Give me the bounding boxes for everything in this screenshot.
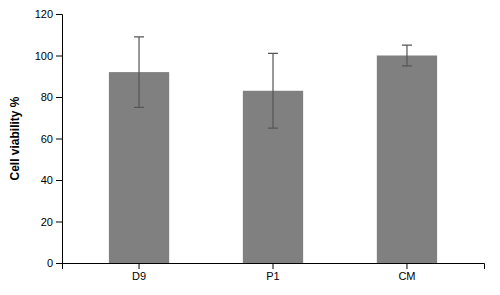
tick-label: 80: [41, 91, 53, 103]
tick-label: 60: [41, 133, 53, 145]
y-tick: 20: [41, 216, 62, 228]
y-tick: 60: [41, 133, 62, 145]
bar: [377, 56, 437, 264]
y-axis: 0 20 40 60 80 100 120: [35, 8, 63, 269]
y-tick: 120: [35, 8, 62, 20]
tick-label: 100: [35, 50, 53, 62]
tick-label: CM: [398, 270, 415, 282]
error-bar: [134, 37, 144, 108]
tick-mark: [139, 263, 140, 269]
y-tick: 80: [41, 91, 62, 103]
tick-mark: [56, 14, 62, 15]
tick-mark: [406, 263, 407, 269]
plot: 0 20 40 60 80 100 120 D9 P1 CM: [35, 8, 485, 282]
tick-label: 0: [47, 257, 53, 269]
tick-mark: [56, 222, 62, 223]
error-bar: [402, 45, 412, 66]
axis-line: [63, 264, 485, 270]
x-axis: D9 P1 CM: [63, 263, 485, 282]
marks: [109, 37, 437, 263]
axis-line: [56, 15, 63, 264]
x-tick: CM: [398, 263, 415, 282]
x-tick: P1: [266, 263, 279, 282]
tick-mark: [56, 180, 62, 181]
tick-mark: [56, 97, 62, 98]
tick-label: P1: [266, 270, 279, 282]
tick-label: 20: [41, 216, 53, 228]
error-bar: [268, 53, 278, 128]
y-axis-title: Cell viability %: [8, 96, 22, 180]
tick-label: 120: [35, 8, 53, 20]
x-tick: D9: [132, 263, 146, 282]
tick-label: 40: [41, 174, 53, 186]
tick-mark: [56, 56, 62, 57]
chart: 0 20 40 60 80 100 120 D9 P1 CM Cell viability %: [0, 0, 500, 295]
y-tick: 100: [35, 50, 62, 62]
y-tick: 40: [41, 174, 62, 186]
tick-mark: [56, 263, 62, 264]
y-tick: 0: [47, 257, 62, 269]
tick-mark: [56, 139, 62, 140]
chart-container: 0 20 40 60 80 100 120 D9 P1 CM Cell viability %: [0, 0, 500, 295]
tick-label: D9: [132, 270, 146, 282]
tick-mark: [273, 263, 274, 269]
